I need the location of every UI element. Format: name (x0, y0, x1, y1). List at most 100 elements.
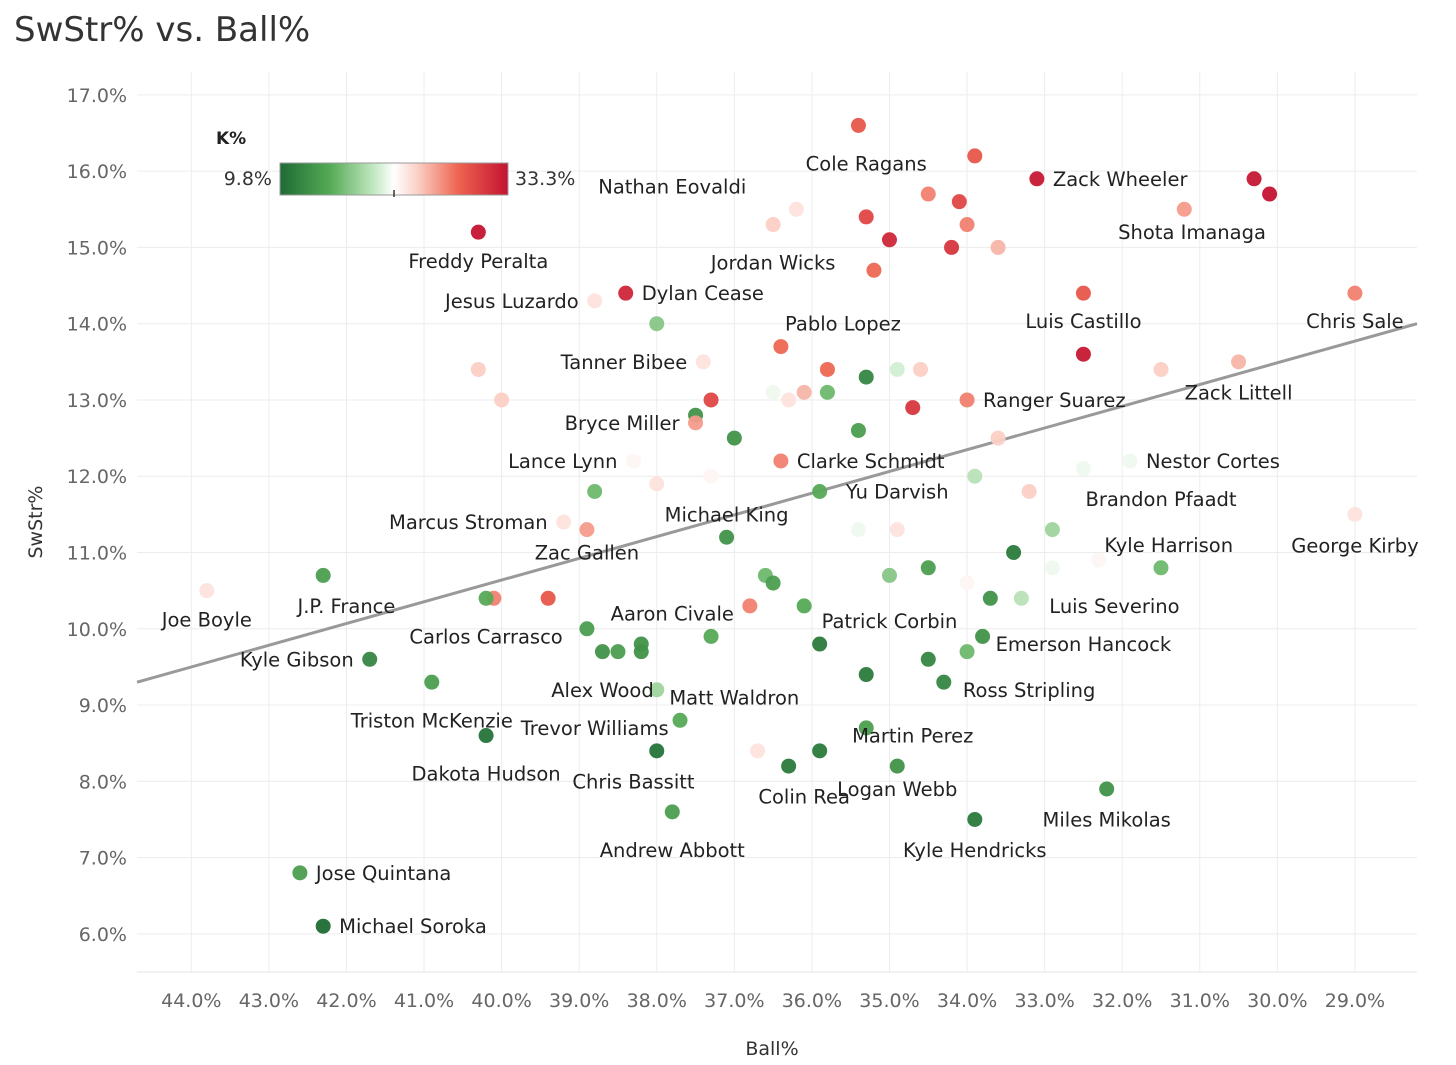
data-point[interactable] (967, 811, 983, 827)
data-point[interactable] (858, 369, 874, 385)
data-point[interactable] (975, 628, 991, 644)
data-point[interactable] (618, 285, 634, 301)
data-point[interactable] (649, 682, 665, 698)
data-point[interactable] (664, 804, 680, 820)
data-point[interactable] (812, 636, 828, 652)
data-point[interactable] (1006, 545, 1022, 561)
data-point[interactable] (959, 575, 975, 591)
data-point[interactable] (773, 453, 789, 469)
data-point[interactable] (967, 468, 983, 484)
data-point[interactable] (858, 720, 874, 736)
data-point[interactable] (982, 590, 998, 606)
data-point[interactable] (781, 392, 797, 408)
data-point[interactable] (812, 483, 828, 499)
data-point[interactable] (1075, 346, 1091, 362)
data-point[interactable] (944, 239, 960, 255)
data-point[interactable] (470, 224, 486, 240)
data-point[interactable] (990, 239, 1006, 255)
data-point[interactable] (649, 743, 665, 759)
data-point[interactable] (1099, 781, 1115, 797)
data-point[interactable] (920, 560, 936, 576)
data-point[interactable] (765, 384, 781, 400)
data-point[interactable] (959, 392, 975, 408)
data-point[interactable] (936, 674, 952, 690)
data-point[interactable] (478, 728, 494, 744)
data-point[interactable] (494, 392, 510, 408)
data-point[interactable] (726, 430, 742, 446)
data-point[interactable] (742, 598, 758, 614)
data-point[interactable] (850, 422, 866, 438)
data-point[interactable] (556, 514, 572, 530)
data-point[interactable] (819, 361, 835, 377)
data-point[interactable] (920, 651, 936, 667)
data-point[interactable] (850, 522, 866, 538)
data-point[interactable] (858, 209, 874, 225)
data-point[interactable] (866, 262, 882, 278)
data-point[interactable] (688, 415, 704, 431)
data-point[interactable] (1044, 522, 1060, 538)
data-point[interactable] (1231, 354, 1247, 370)
data-point[interactable] (587, 483, 603, 499)
data-point[interactable] (292, 865, 308, 881)
data-point[interactable] (920, 186, 936, 202)
data-point[interactable] (819, 384, 835, 400)
data-point[interactable] (951, 194, 967, 210)
data-point[interactable] (1246, 171, 1262, 187)
data-point[interactable] (1262, 186, 1278, 202)
data-point[interactable] (858, 667, 874, 683)
data-point[interactable] (1044, 560, 1060, 576)
data-point[interactable] (750, 743, 766, 759)
data-point[interactable] (1021, 483, 1037, 499)
data-point[interactable] (610, 644, 626, 660)
data-point[interactable] (889, 361, 905, 377)
data-point[interactable] (625, 453, 641, 469)
data-point[interactable] (1029, 171, 1045, 187)
data-point[interactable] (424, 674, 440, 690)
data-point[interactable] (587, 293, 603, 309)
data-point[interactable] (478, 590, 494, 606)
data-point[interactable] (765, 575, 781, 591)
data-point[interactable] (1013, 590, 1029, 606)
data-point[interactable] (362, 651, 378, 667)
data-point[interactable] (765, 217, 781, 233)
data-point[interactable] (199, 583, 215, 599)
data-point[interactable] (881, 232, 897, 248)
data-point[interactable] (695, 354, 711, 370)
data-point[interactable] (990, 430, 1006, 446)
data-point[interactable] (959, 644, 975, 660)
data-point[interactable] (889, 758, 905, 774)
data-point[interactable] (913, 361, 929, 377)
data-point[interactable] (703, 468, 719, 484)
data-point[interactable] (773, 339, 789, 355)
data-point[interactable] (1347, 285, 1363, 301)
data-point[interactable] (1122, 453, 1138, 469)
data-point[interactable] (967, 148, 983, 164)
data-point[interactable] (649, 316, 665, 332)
data-point[interactable] (850, 117, 866, 133)
data-point[interactable] (1075, 285, 1091, 301)
data-point[interactable] (812, 743, 828, 759)
data-point[interactable] (703, 392, 719, 408)
data-point[interactable] (1176, 201, 1192, 217)
data-point[interactable] (1075, 461, 1091, 477)
data-point[interactable] (540, 590, 556, 606)
data-point[interactable] (788, 201, 804, 217)
data-point[interactable] (315, 567, 331, 583)
data-point[interactable] (703, 628, 719, 644)
data-point[interactable] (672, 712, 688, 728)
data-point[interactable] (579, 621, 595, 637)
data-point[interactable] (959, 217, 975, 233)
data-point[interactable] (1153, 361, 1169, 377)
data-point[interactable] (796, 598, 812, 614)
data-point[interactable] (579, 522, 595, 538)
data-point[interactable] (649, 476, 665, 492)
data-point[interactable] (889, 522, 905, 538)
data-point[interactable] (315, 918, 331, 934)
data-point[interactable] (796, 384, 812, 400)
data-point[interactable] (719, 529, 735, 545)
data-point[interactable] (905, 400, 921, 416)
data-point[interactable] (1347, 506, 1363, 522)
data-point[interactable] (594, 644, 610, 660)
data-point[interactable] (1091, 552, 1107, 568)
data-point[interactable] (781, 758, 797, 774)
